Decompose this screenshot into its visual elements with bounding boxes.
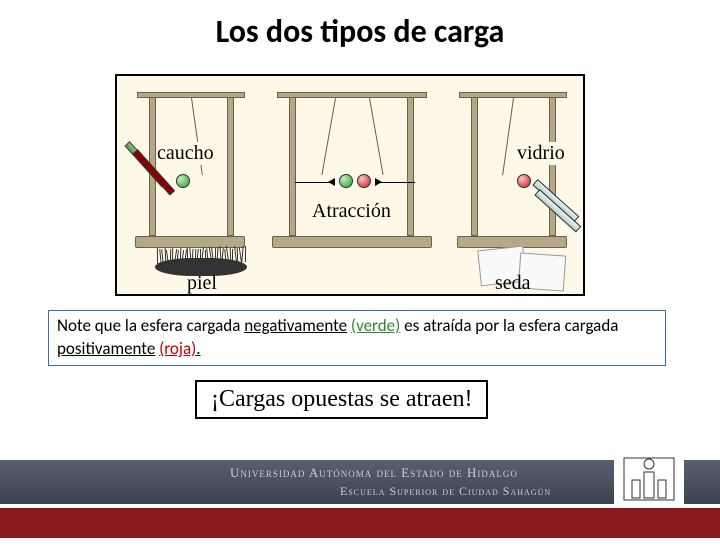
footer-line-1: Universidad Autónoma del Estado de Hidal… [230,465,518,481]
label-piel: piel [187,272,217,295]
right-ball-red [517,174,531,188]
center-crossbar [277,92,427,98]
right-post-1 [471,94,478,236]
center-ball-red [357,174,371,188]
label-caucho: caucho [157,142,214,165]
university-logo [614,450,684,508]
left-post-2 [227,94,234,236]
right-string [502,98,514,175]
center-post-2 [407,94,414,236]
page-title: Los dos tipos de carga [0,12,720,51]
note-box: Note que la esfera cargada negativamente… [48,310,666,366]
center-string-2 [369,98,384,175]
glass-rod-2 [534,189,581,232]
arrow-head-right [328,178,335,186]
footer-blue-bar: Universidad Autónoma del Estado de Hidal… [0,460,720,504]
center-ball-green [339,174,353,188]
conclusion-box: ¡Cargas opuestas se atraen! [195,380,488,419]
fur-piel [155,246,247,270]
center-post-1 [289,94,296,236]
label-vidrio: vidrio [517,142,565,165]
note-text: Note que la esfera cargada negativamente… [57,315,618,359]
footer-red-bar [0,508,720,538]
arrow-line-2 [375,182,415,183]
left-ball-green [176,174,190,188]
label-seda: seda [495,272,531,295]
center-platform [272,236,432,248]
footer-line-2: Escuela Superior de Ciudad Sahagún [340,484,551,499]
diagram-container: // fur hairs populated below caucho vidr… [115,74,585,296]
label-atraccion: Atracción [312,200,391,223]
right-post-2 [549,94,556,236]
center-string-1 [321,98,336,175]
